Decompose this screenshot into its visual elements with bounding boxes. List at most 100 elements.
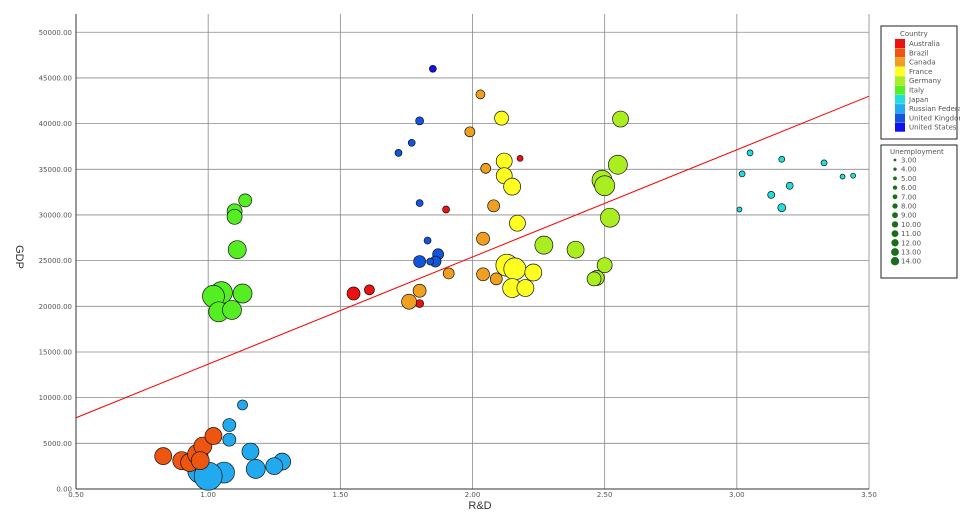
legend-size-dot — [893, 158, 897, 162]
x-tick-label: 0.50 — [68, 491, 84, 499]
data-point — [785, 181, 794, 190]
data-point — [238, 193, 253, 208]
y-tick-label: 25000.00 — [39, 257, 72, 265]
data-point — [227, 240, 247, 260]
x-axis-label: R&D — [468, 500, 491, 512]
data-point — [612, 110, 629, 128]
data-point — [516, 154, 524, 162]
legend-size-label: 3.00 — [901, 157, 917, 165]
data-point — [586, 271, 602, 287]
data-point — [154, 447, 173, 465]
data-point — [401, 293, 417, 310]
trend-line — [75, 95, 870, 419]
legend-country-label: United States — [909, 124, 957, 132]
x-tick-label: 3.50 — [861, 491, 877, 499]
legend-size-label: 7.00 — [901, 193, 917, 201]
legend-country-label: Russian Federation — [909, 105, 960, 113]
data-point — [222, 418, 237, 432]
data-point — [415, 116, 424, 126]
data-point — [839, 173, 846, 180]
data-point — [476, 231, 490, 246]
legend-size-label: 8.00 — [901, 203, 917, 211]
data-point — [596, 257, 613, 274]
legend-swatch — [895, 57, 905, 67]
data-point — [767, 191, 776, 199]
legend-swatch — [895, 104, 905, 114]
data-point — [736, 206, 743, 213]
legend-size-label: 5.00 — [901, 175, 917, 183]
data-point — [494, 110, 509, 126]
legend-size-label: 12.00 — [901, 239, 921, 247]
data-point — [364, 284, 375, 296]
legend-swatch — [895, 122, 905, 132]
y-axis-ticks: 0.00 5000.00 10000.00 15000.00 20000.00 25000… — [39, 29, 72, 494]
data-point — [413, 255, 426, 268]
legend-country-label: Italy — [909, 87, 924, 95]
data-point — [394, 148, 403, 157]
legend-size-dot — [891, 239, 899, 247]
data-point — [426, 257, 435, 266]
data-point — [608, 154, 628, 175]
data-point — [509, 214, 526, 232]
legend-swatch — [895, 94, 905, 104]
y-tick-label: 0.00 — [56, 486, 72, 494]
data-point — [600, 207, 620, 228]
x-tick-label: 1.00 — [200, 491, 216, 499]
legend-unemployment-box — [880, 144, 958, 279]
legend-size-dot — [890, 257, 900, 266]
legend-swatch — [895, 85, 905, 95]
legend-swatch — [895, 48, 905, 58]
y-tick-label: 50000.00 — [39, 29, 72, 37]
data-points — [154, 64, 856, 491]
legend-size-label: 4.00 — [901, 166, 917, 174]
legend-size-dot — [891, 221, 899, 228]
data-point — [442, 267, 455, 280]
legend-swatch — [895, 113, 905, 123]
data-point — [245, 459, 266, 479]
legend-swatch — [895, 76, 905, 86]
data-point — [594, 175, 616, 197]
legend-unemployment: Unemployment 3.004.005.006.007.00 8.009.0… — [880, 144, 958, 279]
legend-size-dot — [892, 212, 898, 219]
legend-size-dot — [892, 185, 898, 190]
data-point — [746, 149, 754, 157]
data-point — [265, 457, 284, 476]
legend-size-dot — [893, 167, 897, 171]
data-point — [415, 199, 424, 207]
legend-country-label: France — [909, 68, 932, 76]
data-point — [778, 155, 786, 163]
y-tick-label: 20000.00 — [39, 303, 72, 311]
data-point — [503, 257, 527, 281]
legend-country-title: Country — [900, 30, 928, 38]
y-tick-label: 15000.00 — [39, 348, 72, 356]
data-point — [850, 172, 856, 179]
legend-size-label: 6.00 — [901, 184, 917, 192]
legend-country-box — [880, 25, 958, 140]
data-point — [412, 283, 427, 298]
x-tick-label: 2.00 — [465, 491, 481, 499]
data-point — [442, 205, 450, 214]
legend-size-label: 13.00 — [901, 249, 921, 257]
legend-size-dot — [892, 194, 898, 200]
data-point — [237, 399, 248, 411]
legend-country-label: United Kingdom — [909, 114, 960, 122]
legend-unemployment-title: Unemployment — [890, 148, 944, 156]
grid-lines — [76, 14, 870, 489]
legend-swatch — [895, 39, 905, 48]
y-tick-label: 40000.00 — [39, 120, 72, 128]
y-tick-label: 10000.00 — [39, 394, 72, 402]
y-tick-label: 35000.00 — [39, 166, 72, 174]
legend-size-label: 9.00 — [901, 212, 917, 220]
legend-country-label: Brazil — [909, 49, 929, 57]
data-point — [232, 283, 253, 304]
data-point — [204, 427, 223, 445]
data-point — [190, 451, 210, 471]
legend-country-label: Australia — [909, 40, 940, 48]
legend-size-dot — [891, 230, 899, 238]
legend-country-label: Canada — [909, 59, 936, 67]
data-point — [475, 89, 486, 100]
legend-size-label: 11.00 — [901, 230, 921, 238]
legend-country-label: Japan — [908, 96, 929, 104]
data-point — [495, 152, 513, 170]
data-point — [516, 279, 535, 297]
